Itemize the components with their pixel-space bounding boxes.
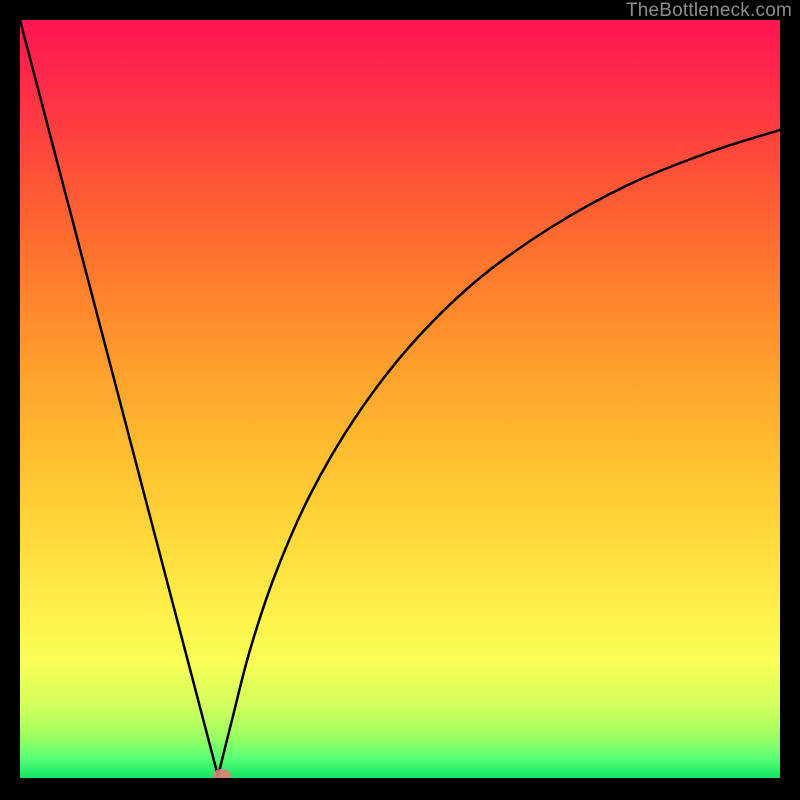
bottleneck-curve [20, 20, 780, 778]
watermark-text: TheBottleneck.com [626, 0, 792, 22]
plot-area [20, 20, 780, 778]
